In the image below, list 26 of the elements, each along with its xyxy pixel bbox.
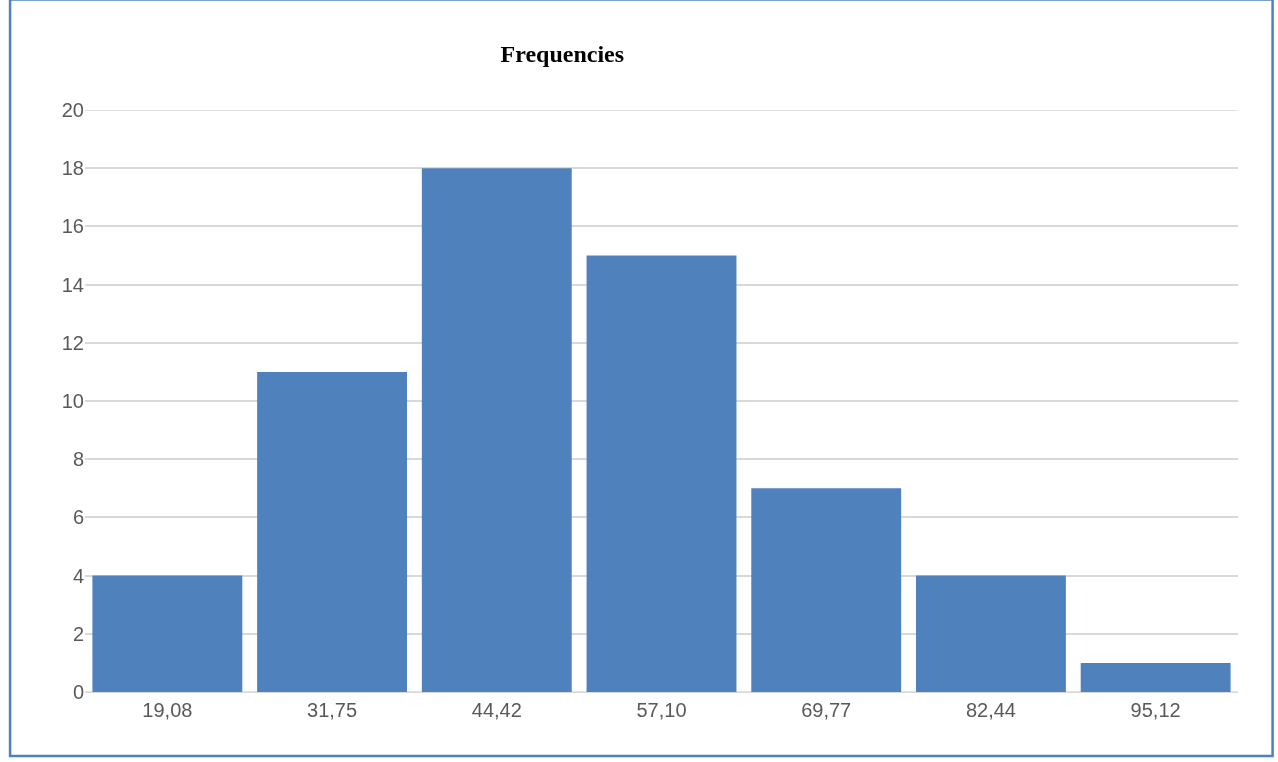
bar <box>1080 662 1231 692</box>
y-tick-label: 8 <box>72 448 84 471</box>
x-tick-label: 44,42 <box>471 699 522 721</box>
x-tick-label: 31,75 <box>307 699 358 721</box>
bar <box>257 371 408 692</box>
y-tick-label: 20 <box>61 99 84 121</box>
bar <box>421 168 572 692</box>
x-tick-label: 95,12 <box>1130 699 1181 721</box>
bar <box>915 575 1066 692</box>
y-tick-label: 6 <box>72 506 84 529</box>
y-tick-label: 12 <box>61 331 84 354</box>
x-tick-label: 82,44 <box>965 699 1016 721</box>
y-tick-label: 14 <box>61 273 84 296</box>
x-tick-label: 57,10 <box>636 699 687 721</box>
y-tick-label: 16 <box>61 215 84 238</box>
y-tick-label: 18 <box>61 157 84 180</box>
y-tick-label: 0 <box>72 681 84 703</box>
bar <box>586 255 737 692</box>
bar <box>751 488 902 692</box>
x-tick-label: 19,08 <box>142 699 193 721</box>
chart-title: Frequencies <box>500 40 625 67</box>
x-tick-label: 69,77 <box>801 699 852 721</box>
y-tick-label: 4 <box>72 564 84 587</box>
y-tick-label: 10 <box>61 390 84 412</box>
y-tick-label: 2 <box>72 622 84 645</box>
bar <box>92 575 243 692</box>
